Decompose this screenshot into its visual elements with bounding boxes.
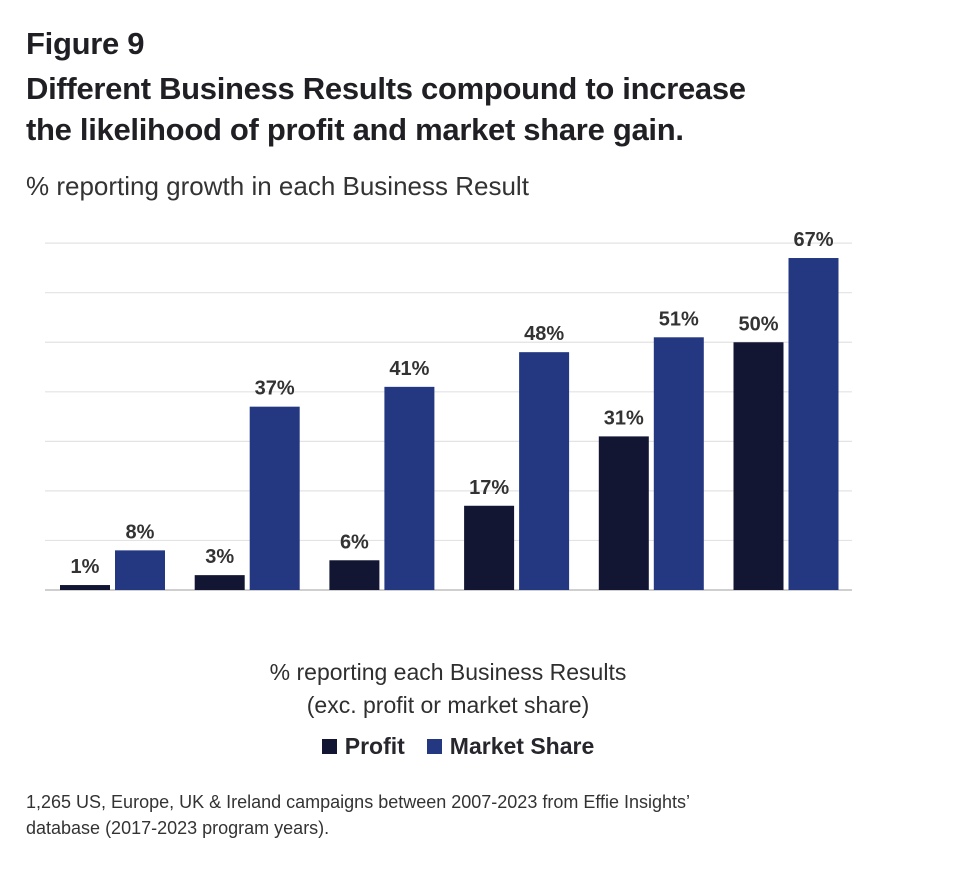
data-label-market-share-0: 8% [126, 521, 155, 543]
x-tick-label-0: 0 [106, 617, 118, 620]
legend-label-profit: Profit [344, 733, 405, 759]
footnote-line-2: database (2017-2023 program years). [26, 818, 330, 838]
x-tick-label-3: 3 [510, 617, 522, 620]
x-axis-label-line-1: % reporting each Business Results [269, 659, 627, 685]
legend-swatch-market-share [426, 739, 442, 754]
data-label-market-share-4: 51% [659, 308, 699, 330]
x-axis-label: % reporting each Business Results (exc. … [0, 656, 896, 722]
footnote: 1,265 US, Europe, UK & Ireland campaigns… [26, 789, 906, 841]
figure-label: Figure 9 [26, 26, 145, 61]
x-axis-label-line-2: (exc. profit or market share) [306, 692, 590, 718]
chart-subtitle: % reporting growth in each Business Resu… [26, 171, 529, 201]
x-tick-label-2: 2 [376, 617, 388, 620]
data-label-profit-5: 50% [738, 313, 778, 335]
chart-title-line-1: Different Business Results compound to i… [26, 71, 746, 106]
legend-item-profit: Profit [321, 733, 405, 760]
legend-item-market-share: Market Share [426, 733, 595, 760]
data-label-profit-4: 31% [604, 407, 644, 429]
chart-legend: Profit Market Share [0, 733, 916, 760]
data-label-market-share-5: 67% [793, 229, 833, 251]
bar-profit-4 [598, 436, 649, 590]
legend-swatch-profit [321, 739, 337, 754]
legend-label-market-share: Market Share [449, 733, 595, 759]
bar-market-share-4 [653, 337, 704, 590]
data-label-market-share-1: 37% [255, 378, 295, 400]
data-label-market-share-3: 48% [524, 323, 564, 345]
bar-market-share-3 [519, 352, 570, 590]
chart-title-line-2: the likelihood of profit and market shar… [26, 112, 684, 147]
data-label-profit-1: 3% [205, 546, 234, 568]
footnote-line-1: 1,265 US, Europe, UK & Ireland campaigns… [26, 792, 691, 812]
bar-profit-5 [733, 342, 784, 590]
chart-title: Different Business Results compound to i… [26, 68, 926, 150]
x-tick-label-1: 1 [241, 617, 253, 620]
x-tick-label-4: 4 [645, 617, 657, 620]
bar-market-share-2 [384, 386, 435, 590]
bar-market-share-5 [788, 258, 839, 590]
bar-profit-0 [60, 585, 110, 590]
bar-profit-2 [329, 560, 380, 590]
data-label-profit-0: 1% [71, 556, 100, 578]
bar-profit-1 [194, 575, 245, 590]
bar-market-share-1 [249, 406, 300, 590]
data-label-profit-2: 6% [340, 531, 369, 553]
data-label-profit-3: 17% [469, 477, 509, 499]
bar-chart: 1% 8% 0 3% 37% 1 6% 41% 2 17% 48% 3 31% 51% 4 50% 67% 5 [45, 229, 852, 620]
bar-profit-3 [464, 505, 515, 590]
x-tick-label-5: 5 [780, 617, 792, 620]
bar-market-share-0 [115, 550, 165, 590]
data-label-market-share-2: 41% [389, 358, 429, 380]
